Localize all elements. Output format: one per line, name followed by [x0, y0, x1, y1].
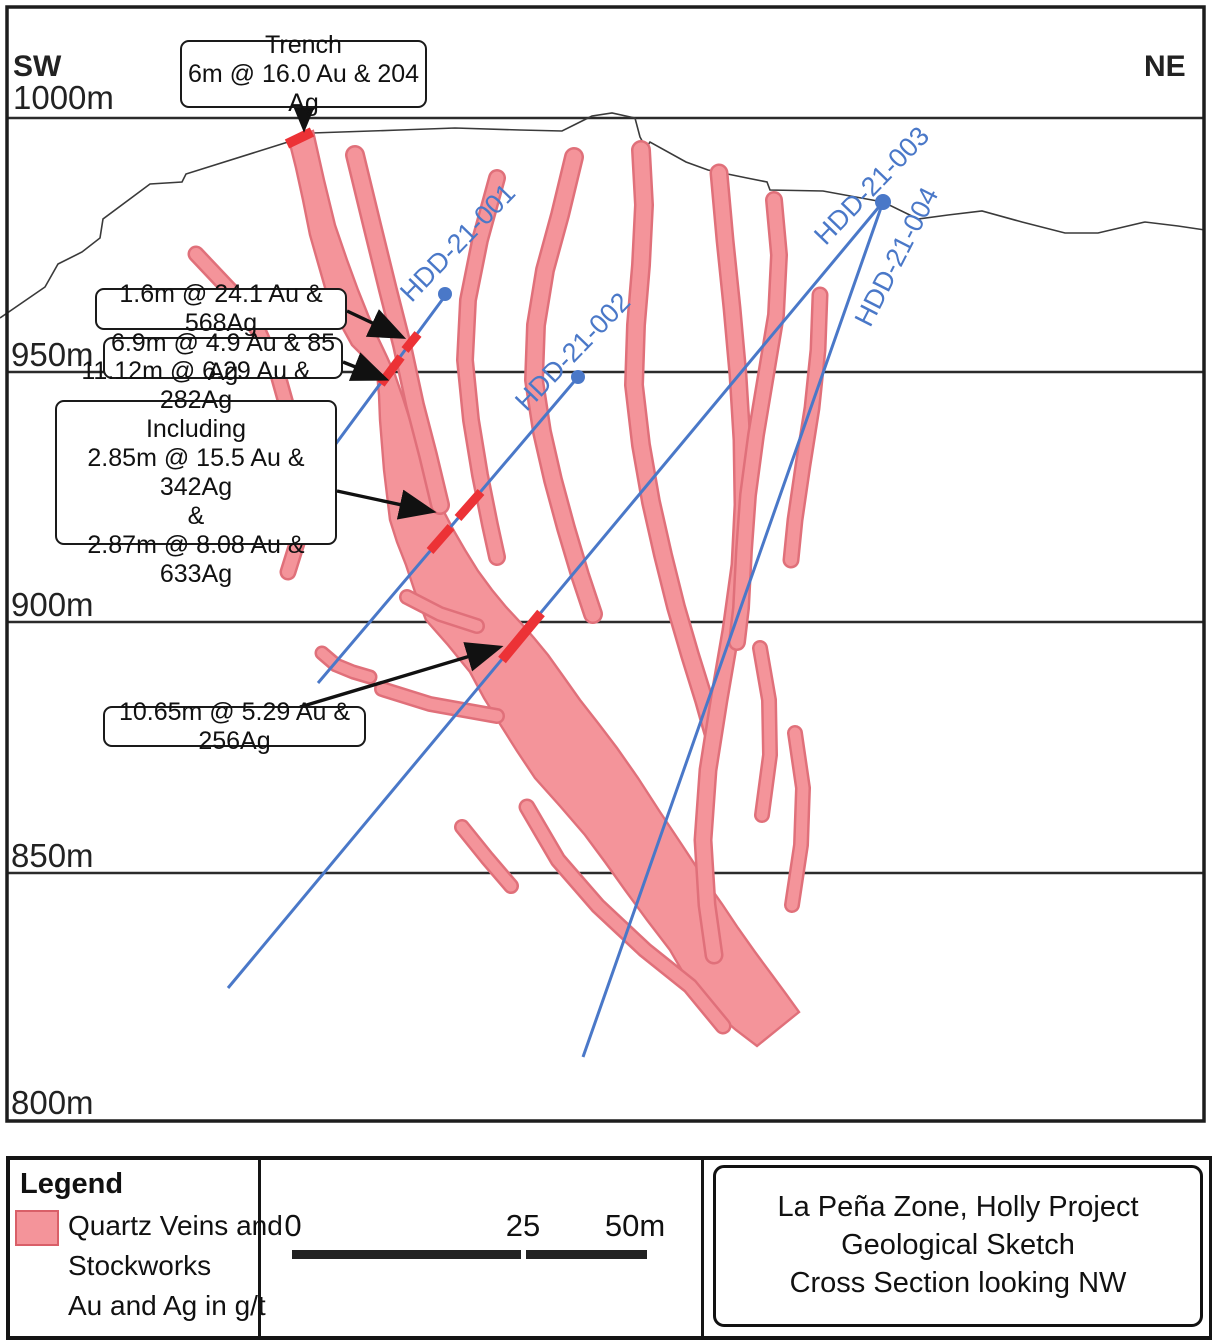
intercept-10-65m: [498, 609, 545, 664]
callout-11-12m-line1: 11.12m @ 6.29 Au & 282Ag: [81, 356, 311, 414]
legend-quartz-vein-swatch: [15, 1210, 59, 1246]
topography-line: [0, 112, 1206, 319]
callout-6-9m-text: 6.9m @ 4.9 Au & 85 Ag: [110, 329, 336, 386]
scale-label-0: 0: [284, 1208, 302, 1243]
arrow-11-12m: [336, 489, 437, 520]
callout-11-12m-line3: 2.85m @ 15.5 Au & 342Ag: [87, 443, 305, 501]
callout-trench-line2: 6m @ 16.0 Au & 204 Ag: [187, 59, 420, 117]
legend-strip: Legend Quartz Veins and Stockworks Au an…: [6, 1156, 1212, 1340]
drill-hole-traces: [226, 194, 891, 1058]
intercept-trench: [284, 127, 315, 149]
arrow-10-65m: [299, 642, 504, 709]
drill-trace-hdd-21-003: [226, 201, 885, 989]
callout-trench-line1: Trench: [265, 30, 342, 59]
scale-bar: [292, 1250, 647, 1259]
scale-label-25: 25: [505, 1208, 541, 1243]
map-title-line2: Geological Sketch: [841, 1229, 1075, 1262]
elevation-label-900m: 900m: [11, 586, 94, 623]
direction-label-ne: NE: [1144, 50, 1186, 83]
arrow-1-6m: [346, 309, 407, 339]
scale-label-50m: 50m: [604, 1208, 666, 1243]
drill-collar-hdd-21-002: [571, 370, 585, 384]
legend-item-line3: Au and Ag in g/t: [68, 1290, 266, 1321]
callout-1-6m: 1.6m @ 24.1 Au & 568Ag: [95, 280, 347, 337]
direction-label-sw: SW: [13, 50, 62, 83]
callout-11-12m-line2: Including: [145, 414, 247, 443]
callout-trench: Trench 6m @ 16.0 Au & 204 Ag: [180, 31, 427, 117]
legend-item-line1: Quartz Veins and: [68, 1210, 283, 1241]
legend-item-line2: Stockworks: [68, 1250, 212, 1281]
drill-collar-hdd-21-003-004: [875, 194, 891, 210]
callout-1-6m-text: 1.6m @ 24.1 Au & 568Ag: [119, 280, 323, 337]
map-title-line1: La Peña Zone, Holly Project: [777, 1191, 1139, 1224]
elevation-label-850m: 850m: [11, 837, 94, 874]
quartz-veins: [196, 129, 820, 1048]
map-title-line3: Cross Section looking NW: [789, 1266, 1127, 1299]
elevation-label-800m: 800m: [11, 1084, 94, 1121]
cross-section-canvas: [0, 5, 1206, 1123]
elevation-label-950m: 950m: [11, 336, 94, 373]
map-title-box: La Peña Zone, Holly Project Geological S…: [713, 1165, 1203, 1327]
callout-11-12m-line5: 2.87m @ 8.08 Au & 633Ag: [87, 530, 305, 588]
callout-arrows: [288, 95, 504, 709]
drill-collar-hdd-21-001: [438, 287, 452, 301]
legend-divider-1: [258, 1160, 261, 1336]
callout-11-12m-line4: &: [187, 501, 205, 530]
intercept-1-6m: [401, 331, 422, 353]
callout-11-12m: 11.12m @ 6.29 Au & 282Ag Including 2.85m…: [55, 357, 337, 588]
legend-title: Legend: [20, 1168, 124, 1200]
elevation-label-1000m: 1000m: [13, 79, 114, 116]
callout-10-65m: 10.65m @ 5.29 Au & 256Ag: [103, 698, 366, 755]
intercept-11-12m-lower: [426, 524, 455, 554]
callout-10-65m-text: 10.65m @ 5.29 Au & 256Ag: [118, 697, 351, 755]
legend-divider-2: [701, 1160, 704, 1336]
drill-trace-hdd-21-004: [581, 201, 885, 1058]
callout-6-9m: 6.9m @ 4.9 Au & 85 Ag: [103, 329, 343, 386]
map-border: [5, 5, 1206, 1123]
scale-bar-mid-tick: [521, 1250, 526, 1259]
arrow-6-9m: [342, 352, 390, 381]
intercept-11-12m-upper: [454, 489, 485, 521]
